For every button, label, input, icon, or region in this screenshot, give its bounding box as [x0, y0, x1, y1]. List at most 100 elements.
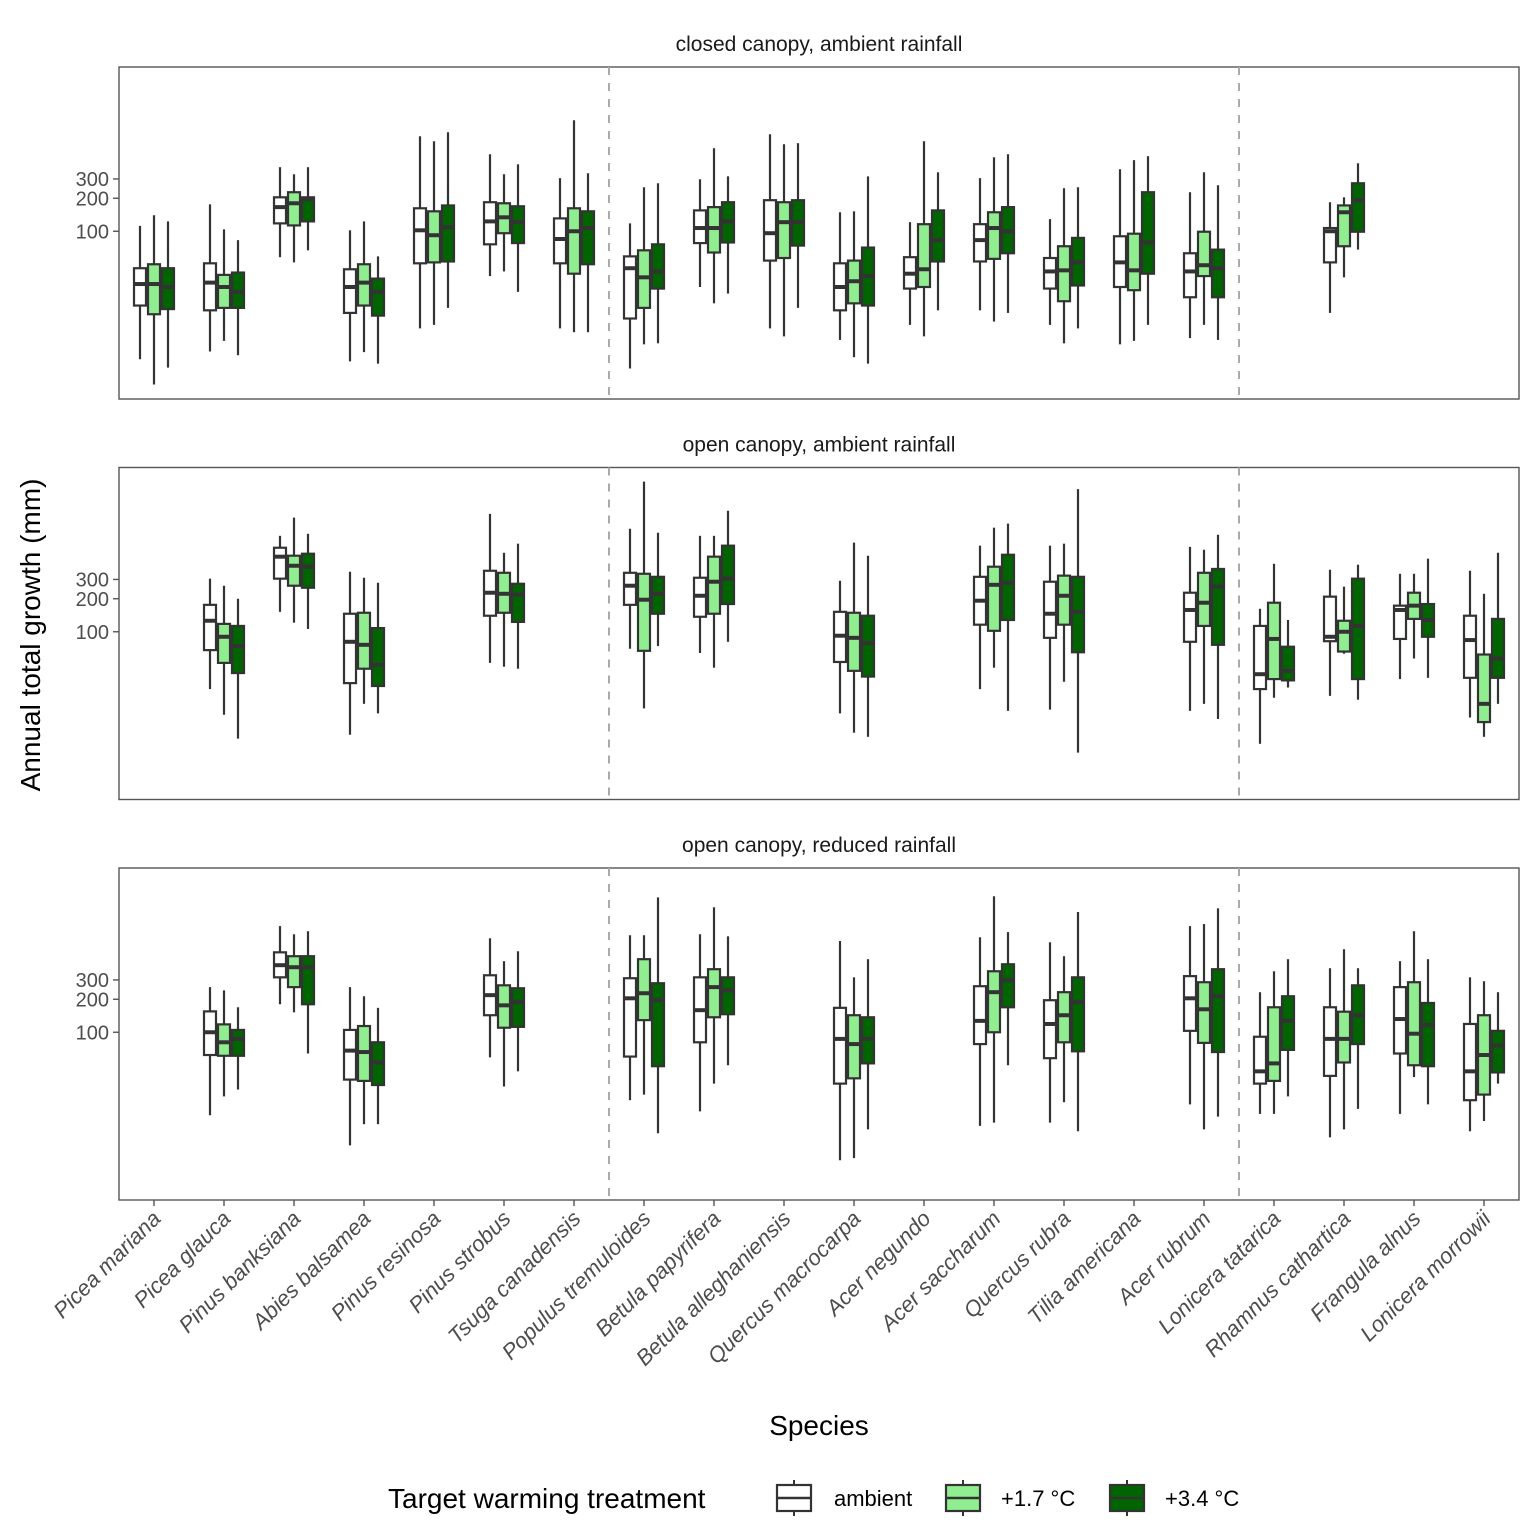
- iqr-box: [286, 191, 302, 227]
- box-ambient: [482, 154, 498, 277]
- box-ambient: [972, 937, 988, 1126]
- box-plus-3-4: [1070, 187, 1086, 329]
- box-plus-3-4: [1350, 564, 1366, 700]
- box-ambient: [342, 987, 358, 1146]
- box-plus-3-4: [860, 959, 876, 1130]
- box-plus-3-4: [230, 598, 246, 739]
- iqr-box: [972, 985, 988, 1046]
- box-plus-3-4: [230, 1007, 246, 1090]
- box-plus-3-4: [510, 543, 526, 669]
- x-tick-label: Pinus banksiana: [174, 1206, 306, 1338]
- box-plus-1-7: [496, 552, 512, 667]
- box-plus-1-7: [496, 174, 512, 272]
- iqr-box: [860, 614, 876, 678]
- box-ambient: [412, 136, 428, 329]
- box-plus-1-7: [776, 144, 792, 337]
- iqr-box: [230, 624, 246, 675]
- box-plus-3-4: [1420, 558, 1436, 678]
- x-tick-label: Betula papyrifera: [590, 1206, 725, 1341]
- iqr-box: [202, 603, 218, 652]
- y-tick-label: 300: [76, 569, 109, 591]
- box-plus-3-4: [370, 256, 386, 364]
- box-plus-1-7: [986, 527, 1002, 668]
- iqr-box: [1280, 995, 1296, 1052]
- box-plus-1-7: [636, 187, 652, 345]
- iqr-box: [650, 243, 666, 290]
- box-plus-1-7: [146, 215, 162, 385]
- panel-title: open canopy, reduced rainfall: [682, 834, 956, 857]
- iqr-box: [1196, 981, 1212, 1044]
- box-ambient: [202, 578, 218, 690]
- box-plus-1-7: [1196, 172, 1212, 325]
- iqr-box: [132, 267, 148, 307]
- iqr-box: [720, 976, 736, 1016]
- box-plus-1-7: [216, 585, 232, 715]
- box-plus-3-4: [1490, 992, 1506, 1084]
- panel-border: [118, 66, 1520, 400]
- iqr-box: [370, 277, 386, 317]
- panel-title: open canopy, ambient rainfall: [683, 434, 956, 457]
- box-ambient: [202, 204, 218, 352]
- box-ambient: [1392, 961, 1408, 1114]
- legend-label: ambient: [834, 1486, 912, 1511]
- box-plus-3-4: [1280, 959, 1296, 1097]
- box-plus-1-7: [1196, 924, 1212, 1130]
- iqr-box: [650, 982, 666, 1068]
- box-plus-1-7: [1336, 586, 1352, 654]
- box-ambient: [552, 178, 568, 329]
- box-plus-1-7: [1196, 549, 1212, 704]
- box-plus-3-4: [1350, 968, 1366, 1109]
- panel-border: [118, 466, 1520, 801]
- iqr-box: [342, 268, 358, 314]
- iqr-box: [1392, 604, 1408, 641]
- box-plus-1-7: [1266, 971, 1282, 1114]
- legend-key: ambient: [775, 1480, 912, 1516]
- box-plus-3-4: [720, 510, 736, 642]
- box-ambient: [1042, 219, 1058, 325]
- iqr-box: [272, 546, 288, 580]
- box-plus-1-7: [986, 896, 1002, 1123]
- box-plus-3-4: [230, 240, 246, 356]
- box-ambient: [1462, 977, 1478, 1132]
- iqr-box: [972, 223, 988, 263]
- box-ambient: [1322, 968, 1338, 1138]
- iqr-box: [1000, 963, 1016, 1009]
- iqr-box: [706, 968, 722, 1019]
- box-plus-1-7: [286, 934, 302, 1013]
- iqr-box: [1336, 204, 1352, 248]
- iqr-box: [1420, 1001, 1436, 1068]
- iqr-box: [846, 611, 862, 672]
- y-tick-label: 200: [76, 989, 109, 1011]
- box-plus-3-4: [1000, 932, 1016, 1066]
- legend-key: +3.4 °C: [1108, 1480, 1239, 1516]
- box-ambient: [692, 934, 708, 1112]
- y-tick-label: 100: [76, 1022, 109, 1044]
- box-plus-3-4: [1420, 959, 1436, 1105]
- iqr-box: [1070, 575, 1086, 654]
- box-plus-1-7: [1056, 956, 1072, 1103]
- box-plus-3-4: [440, 132, 456, 308]
- box-plus-1-7: [426, 141, 442, 325]
- iqr-box: [1126, 232, 1142, 292]
- iqr-box: [1406, 981, 1422, 1067]
- iqr-box: [1056, 574, 1072, 626]
- iqr-box: [1210, 567, 1226, 646]
- box-plus-1-7: [286, 517, 302, 623]
- box-ambient: [1322, 202, 1338, 313]
- legend-key: +1.7 °C: [944, 1480, 1075, 1516]
- iqr-box: [1196, 571, 1212, 628]
- iqr-box: [1476, 653, 1492, 724]
- box-plus-1-7: [286, 174, 302, 263]
- box-ambient: [1182, 192, 1198, 339]
- iqr-box: [510, 987, 526, 1028]
- iqr-box: [832, 1006, 848, 1085]
- y-axis-title: Annual total growth (mm): [15, 479, 46, 792]
- iqr-box: [1336, 619, 1352, 653]
- iqr-box: [412, 207, 428, 265]
- y-tick-label: 200: [76, 188, 109, 210]
- iqr-box: [440, 204, 456, 263]
- y-tick-label: 200: [76, 589, 109, 611]
- box-ambient: [1042, 545, 1058, 710]
